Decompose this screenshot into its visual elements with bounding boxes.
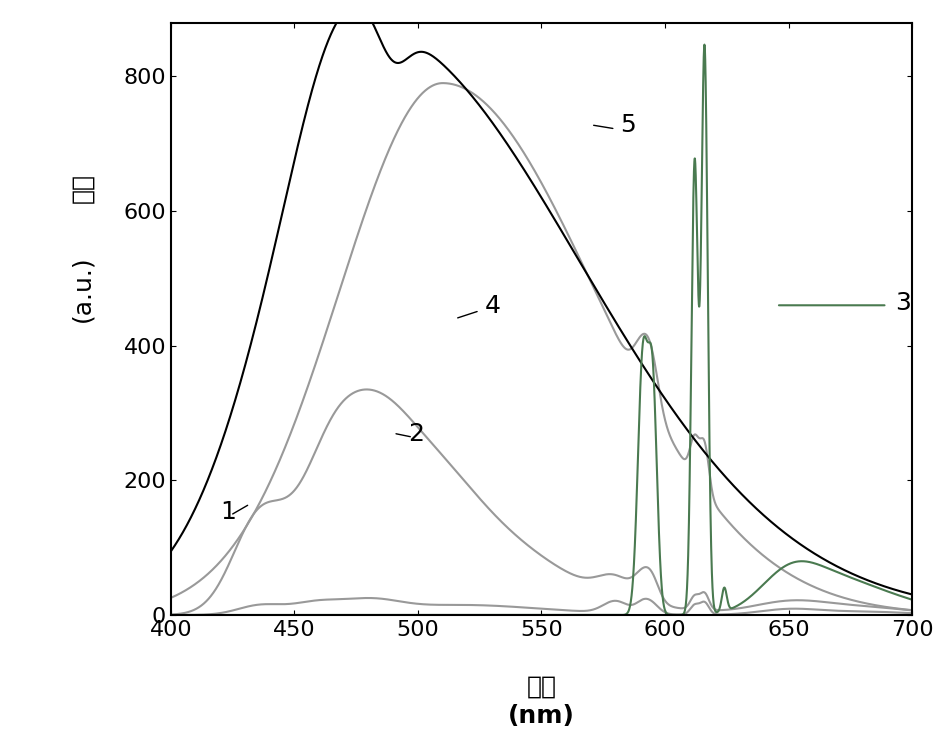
Text: 4: 4	[484, 294, 501, 318]
Text: 2: 2	[408, 422, 424, 446]
Text: (a.u.): (a.u.)	[70, 256, 94, 322]
Text: 波长: 波长	[526, 674, 557, 698]
Text: 1: 1	[220, 500, 237, 524]
Text: 强度: 强度	[70, 173, 94, 203]
Text: 5: 5	[620, 112, 636, 136]
Text: 3: 3	[895, 291, 911, 315]
Text: (nm): (nm)	[508, 704, 575, 728]
